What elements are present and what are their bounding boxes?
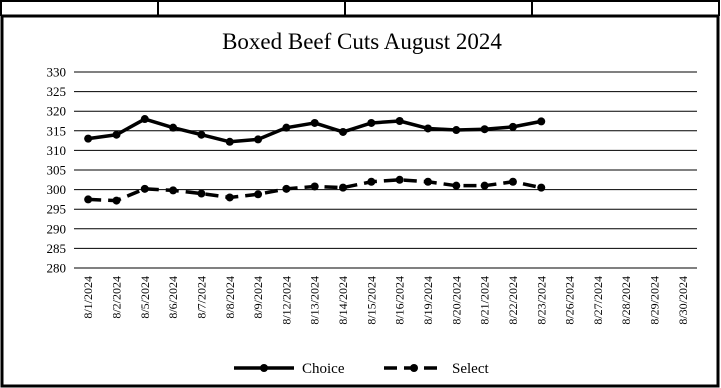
data-point-select <box>169 186 178 195</box>
data-point-select <box>225 193 234 202</box>
x-tick-label: 8/26/2024 <box>563 276 577 325</box>
legend-label-choice: Choice <box>302 361 345 377</box>
x-tick-label: 8/2/2024 <box>109 276 123 319</box>
x-tick-label: 8/30/2024 <box>676 276 690 325</box>
x-tick-label: 8/6/2024 <box>166 276 180 319</box>
x-tick-label: 8/12/2024 <box>279 276 293 325</box>
data-point-choice <box>452 126 461 135</box>
data-point-choice <box>339 127 348 136</box>
data-point-select <box>84 195 93 204</box>
data-point-choice <box>169 123 178 132</box>
data-point-choice <box>225 137 234 146</box>
data-point-select <box>508 177 517 186</box>
y-tick-label: 295 <box>47 202 67 217</box>
data-point-select <box>140 184 149 193</box>
x-tick-label: 8/28/2024 <box>619 276 633 325</box>
gridlines <box>74 71 697 269</box>
data-point-choice <box>112 130 121 139</box>
data-point-select <box>282 184 291 193</box>
y-tick-label: 300 <box>47 182 67 197</box>
x-tick-label: 8/21/2024 <box>478 276 492 325</box>
data-point-select <box>480 181 489 190</box>
data-point-choice <box>508 122 517 131</box>
y-tick-label: 325 <box>47 84 67 99</box>
x-tick-label: 8/9/2024 <box>251 276 265 319</box>
y-tick-label: 290 <box>47 221 67 236</box>
data-point-choice <box>254 135 263 144</box>
data-point-select <box>339 183 348 192</box>
legend-marker-choice <box>260 364 268 372</box>
x-tick-label: 8/8/2024 <box>223 276 237 319</box>
y-tick-label: 305 <box>47 163 67 178</box>
data-point-select <box>367 177 376 186</box>
x-tick-label: 8/7/2024 <box>194 276 208 319</box>
y-tick-label: 315 <box>47 123 67 138</box>
data-point-choice <box>310 118 319 127</box>
data-point-choice <box>140 115 149 124</box>
y-tick-label: 330 <box>47 65 67 80</box>
data-point-select <box>423 177 432 186</box>
legend-marker-select <box>410 364 418 372</box>
x-tick-label: 8/27/2024 <box>591 276 605 325</box>
data-point-select <box>254 190 263 199</box>
x-tick-label: 8/22/2024 <box>506 276 520 325</box>
data-point-select <box>197 189 206 198</box>
x-tick-label: 8/23/2024 <box>534 276 548 325</box>
data-point-choice <box>480 125 489 134</box>
y-axis-ticks: 280 285 290 295 300 305 310 315 320 325 330 <box>47 65 67 276</box>
data-point-choice <box>84 134 93 143</box>
data-point-choice <box>395 117 404 125</box>
data-point-select <box>112 196 121 205</box>
x-tick-label: 8/19/2024 <box>421 276 435 325</box>
x-tick-label: 8/1/2024 <box>81 276 95 319</box>
data-point-select <box>395 175 404 184</box>
x-tick-label: 8/16/2024 <box>393 276 407 325</box>
data-point-choice <box>367 118 376 127</box>
y-tick-label: 280 <box>47 261 67 276</box>
x-tick-label: 8/29/2024 <box>648 276 662 325</box>
x-tick-label: 8/5/2024 <box>138 276 152 319</box>
x-tick-label: 8/13/2024 <box>308 276 322 325</box>
chart-border <box>0 14 720 388</box>
x-axis-ticks: 8/1/2024 8/2/2024 8/5/2024 8/6/2024 8/7/2024… <box>81 276 690 325</box>
series-lines <box>84 115 546 205</box>
data-point-select <box>452 181 461 190</box>
chart-title: Boxed Beef Cuts August 2024 <box>222 29 502 54</box>
x-tick-label: 8/14/2024 <box>336 276 350 325</box>
data-point-choice <box>537 117 546 126</box>
data-point-select <box>310 182 319 191</box>
y-tick-label: 310 <box>47 143 67 158</box>
data-point-choice <box>282 123 291 132</box>
data-point-choice <box>423 124 432 133</box>
data-point-select <box>537 183 546 192</box>
x-tick-label: 8/15/2024 <box>364 276 378 325</box>
y-tick-label: 320 <box>47 104 67 119</box>
y-tick-label: 285 <box>47 241 67 256</box>
legend-label-select: Select <box>452 361 489 377</box>
x-tick-label: 8/20/2024 <box>449 276 463 325</box>
legend: Choice Select <box>234 361 489 377</box>
data-point-choice <box>197 130 206 139</box>
